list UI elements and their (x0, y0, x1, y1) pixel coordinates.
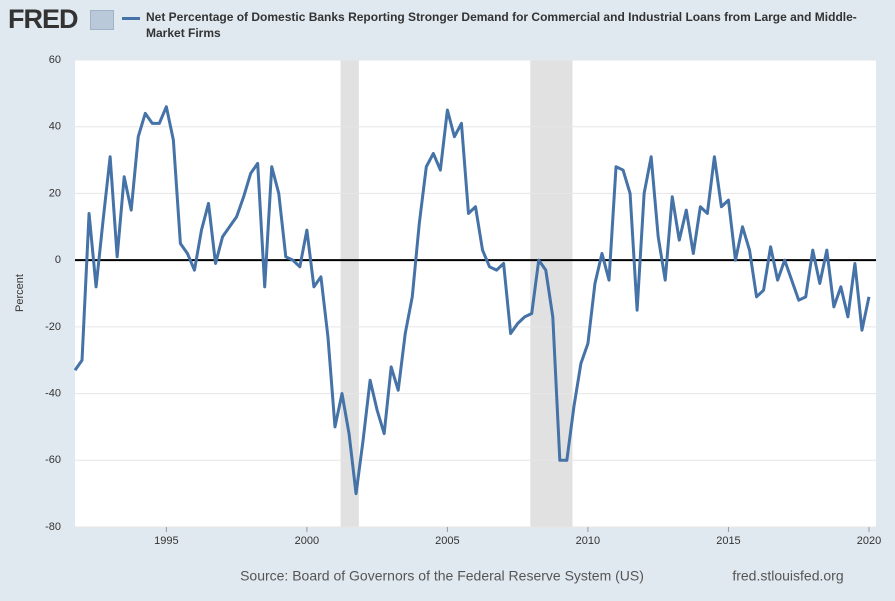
logo: FRED (8, 4, 78, 34)
y-tick-label: -80 (45, 521, 61, 533)
series-line (73, 105, 871, 496)
y-tick-label: 40 (49, 121, 61, 133)
source: Source: Board of Governors of the Federa… (240, 568, 644, 584)
x-tick-label: 2015 (716, 535, 740, 547)
logo-icon (90, 10, 114, 30)
chart-title: Net Percentage of Domestic Banks Reporti… (146, 10, 857, 40)
url: fred.stlouisfed.org (732, 568, 843, 584)
x-tick-label: 2005 (435, 535, 459, 547)
y-axis-label: Percent (14, 274, 26, 312)
x-tick-label: 1995 (154, 535, 178, 547)
x-tick-label: 2020 (857, 535, 881, 547)
y-tick-label: 20 (49, 187, 61, 199)
y-tick-label: 60 (49, 54, 61, 66)
y-tick-label: -20 (45, 321, 61, 333)
y-tick-label: 0 (55, 254, 61, 266)
recession-shade (340, 60, 359, 527)
x-tick-label: 2010 (576, 535, 600, 547)
x-tick-label: 2000 (295, 535, 319, 547)
y-tick-label: -40 (45, 387, 61, 399)
recession-shade (530, 60, 573, 527)
y-tick-label: -60 (45, 454, 61, 466)
legend-swatch (122, 17, 140, 20)
plot-area (75, 60, 876, 527)
